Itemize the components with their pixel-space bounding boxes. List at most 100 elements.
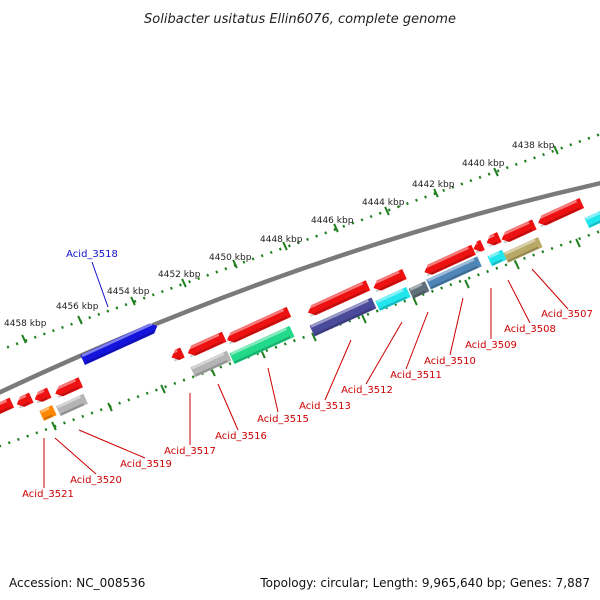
minor-tick <box>278 247 282 251</box>
major-tick <box>282 241 288 251</box>
major-tick <box>514 260 520 270</box>
minor-tick <box>292 339 296 343</box>
gene-label: Acid_3521 <box>22 489 74 500</box>
gene-label: Acid_3508 <box>504 324 556 335</box>
minor-tick <box>115 306 119 310</box>
minor-tick <box>154 388 158 392</box>
minor-tick <box>486 269 490 274</box>
scale-label: 4452 kbp <box>158 270 201 280</box>
minor-tick <box>596 133 600 137</box>
gene-label: Acid_3519 <box>120 459 172 470</box>
callout-line <box>78 429 146 459</box>
gene-label: Acid_3517 <box>164 446 216 457</box>
genome-summary-text: Topology: circular; Length: 9,965,640 bp… <box>259 576 590 590</box>
minor-tick <box>188 280 191 284</box>
minor-tick <box>387 208 391 212</box>
minor-tick <box>532 253 536 257</box>
minor-tick <box>415 198 418 202</box>
major-tick <box>77 315 83 325</box>
minor-tick <box>242 260 246 264</box>
minor-tick <box>578 236 582 241</box>
minor-tick <box>26 434 30 438</box>
major-tick <box>433 188 439 198</box>
minor-tick <box>197 276 201 281</box>
scale-label: 4442 kbp <box>412 180 455 190</box>
minor-tick <box>179 283 182 287</box>
scale-label: 4450 kbp <box>209 253 252 263</box>
minor-tick <box>514 162 518 166</box>
minor-tick <box>351 221 355 225</box>
gene-olive <box>503 237 543 263</box>
minor-tick <box>333 227 337 232</box>
minor-tick <box>15 342 19 346</box>
minor-tick <box>396 205 400 209</box>
minor-tick <box>315 234 319 238</box>
minor-tick <box>118 401 122 405</box>
minor-tick <box>142 296 146 300</box>
minor-tick <box>7 441 11 445</box>
gene-red <box>15 392 34 409</box>
minor-tick <box>269 250 273 255</box>
minor-tick <box>449 283 453 287</box>
minor-tick <box>33 335 37 339</box>
minor-tick <box>369 214 373 219</box>
minor-tick <box>366 312 370 316</box>
major-tick <box>464 279 470 289</box>
major-tick <box>311 332 317 342</box>
minor-tick <box>360 218 364 222</box>
gene-forward-blue <box>80 322 158 366</box>
gene-labels: Acid_3518 Acid_3507 Acid_3508 Acid_3509 Acid… <box>22 249 593 500</box>
scale-label: 4456 kbp <box>56 302 99 312</box>
gene-darkgray <box>408 281 430 299</box>
map-title: Solibacter usitatus Ellin6076, complete … <box>144 12 456 27</box>
minor-tick <box>97 312 101 316</box>
callout-line <box>217 383 239 431</box>
minor-tick <box>587 233 591 237</box>
gene-label: Acid_3511 <box>390 370 442 381</box>
gene-red <box>225 306 292 345</box>
scale-labels: 4438 kbp 4440 kbp 4442 kbp 4444 kbp 4446 kbp… <box>4 141 555 329</box>
minor-tick <box>559 243 563 247</box>
minor-tick <box>182 378 186 382</box>
minor-tick <box>151 293 155 297</box>
callout-line <box>507 279 531 324</box>
minor-tick <box>451 185 455 189</box>
callout-line <box>405 311 429 370</box>
minor-tick <box>550 246 554 251</box>
major-tick <box>333 223 339 233</box>
minor-tick <box>136 395 140 399</box>
minor-tick <box>523 159 527 163</box>
scale-label: 4444 kbp <box>362 198 405 208</box>
major-tick <box>51 421 57 431</box>
gene-label: Acid_3512 <box>341 385 393 396</box>
minor-tick <box>6 345 10 349</box>
gene-red <box>33 387 52 404</box>
scale-label: 4440 kbp <box>462 159 505 169</box>
gene-label: Acid_3509 <box>465 340 517 351</box>
minor-tick <box>169 286 173 290</box>
minor-tick <box>44 427 48 432</box>
minor-tick <box>596 230 600 234</box>
minor-tick <box>460 182 464 186</box>
gene-navy <box>309 297 377 337</box>
minor-tick <box>551 149 555 153</box>
minor-tick <box>405 201 409 206</box>
minor-tick <box>81 414 85 418</box>
minor-tick <box>522 256 526 260</box>
scale-label: 4458 kbp <box>4 319 47 329</box>
gene-label: Acid_3516 <box>215 431 267 442</box>
major-tick <box>493 167 499 177</box>
minor-tick <box>476 273 480 277</box>
gene-red <box>536 198 585 228</box>
minor-tick <box>0 444 2 448</box>
minor-tick <box>260 254 264 258</box>
major-tick <box>130 296 136 306</box>
gene-label: Acid_3513 <box>299 401 351 412</box>
minor-tick <box>324 231 328 235</box>
minor-tick <box>99 408 103 412</box>
minor-tick <box>287 244 291 248</box>
minor-tick <box>145 391 149 395</box>
minor-tick <box>61 325 64 330</box>
genome-backbone <box>0 180 600 395</box>
scale-label: 4448 kbp <box>260 235 303 245</box>
